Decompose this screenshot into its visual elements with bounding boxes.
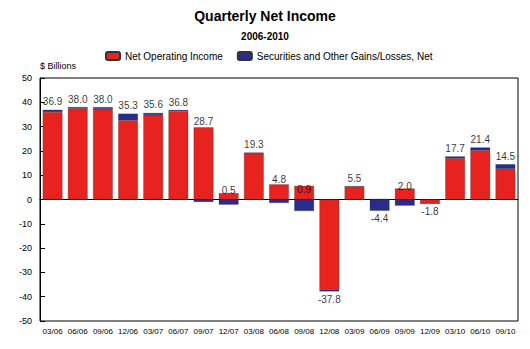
svg-text:-20: -20 bbox=[19, 243, 32, 253]
svg-text:06/07: 06/07 bbox=[168, 327, 189, 336]
svg-text:5.5: 5.5 bbox=[348, 173, 362, 184]
svg-text:19.3: 19.3 bbox=[244, 139, 264, 150]
svg-text:36.8: 36.8 bbox=[169, 97, 189, 108]
svg-text:40: 40 bbox=[22, 97, 32, 107]
svg-text:2006-2010: 2006-2010 bbox=[241, 31, 289, 42]
svg-text:03/10: 03/10 bbox=[445, 327, 466, 336]
svg-text:20: 20 bbox=[22, 146, 32, 156]
svg-text:12/06: 12/06 bbox=[118, 327, 139, 336]
svg-text:12/09: 12/09 bbox=[420, 327, 441, 336]
svg-text:06/09: 06/09 bbox=[370, 327, 391, 336]
svg-text:35.3: 35.3 bbox=[118, 100, 138, 111]
svg-text:03/09: 03/09 bbox=[344, 327, 365, 336]
svg-text:0.5: 0.5 bbox=[222, 185, 236, 196]
svg-text:12/07: 12/07 bbox=[219, 327, 240, 336]
svg-text:38.0: 38.0 bbox=[68, 94, 88, 105]
svg-text:2.0: 2.0 bbox=[398, 181, 412, 192]
svg-text:-4.4: -4.4 bbox=[371, 213, 389, 224]
svg-text:-37.8: -37.8 bbox=[318, 294, 341, 305]
svg-text:06/06: 06/06 bbox=[68, 327, 89, 336]
svg-text:03/07: 03/07 bbox=[143, 327, 164, 336]
svg-text:4.8: 4.8 bbox=[272, 174, 286, 185]
svg-text:03/06: 03/06 bbox=[43, 327, 64, 336]
svg-text:09/06: 09/06 bbox=[93, 327, 114, 336]
svg-text:17.7: 17.7 bbox=[445, 143, 465, 154]
svg-text:14.5: 14.5 bbox=[496, 151, 516, 162]
svg-text:09/09: 09/09 bbox=[395, 327, 416, 336]
svg-text:0: 0 bbox=[27, 195, 32, 205]
svg-text:$ Billions: $ Billions bbox=[40, 61, 77, 71]
svg-text:03/08: 03/08 bbox=[244, 327, 265, 336]
svg-text:21.4: 21.4 bbox=[471, 134, 491, 145]
svg-text:0.9: 0.9 bbox=[297, 184, 311, 195]
svg-text:50: 50 bbox=[22, 73, 32, 83]
svg-text:06/08: 06/08 bbox=[269, 327, 290, 336]
svg-text:38.0: 38.0 bbox=[93, 94, 113, 105]
svg-text:09/10: 09/10 bbox=[495, 327, 516, 336]
svg-text:28.7: 28.7 bbox=[194, 116, 214, 127]
svg-text:-1.8: -1.8 bbox=[421, 206, 439, 217]
svg-text:09/07: 09/07 bbox=[194, 327, 215, 336]
svg-text:Net Operating Income: Net Operating Income bbox=[125, 51, 223, 62]
svg-text:30: 30 bbox=[22, 122, 32, 132]
svg-text:35.6: 35.6 bbox=[143, 99, 163, 110]
svg-text:36.9: 36.9 bbox=[43, 96, 63, 107]
svg-text:-10: -10 bbox=[19, 219, 32, 229]
svg-text:-30: -30 bbox=[19, 267, 32, 277]
svg-text:Securities and Other Gains/Los: Securities and Other Gains/Losses, Net bbox=[257, 51, 433, 62]
svg-text:12/08: 12/08 bbox=[319, 327, 340, 336]
svg-text:09/08: 09/08 bbox=[294, 327, 315, 336]
svg-text:10: 10 bbox=[22, 170, 32, 180]
svg-text:06/10: 06/10 bbox=[470, 327, 491, 336]
svg-text:Quarterly Net Income: Quarterly Net Income bbox=[194, 8, 336, 24]
svg-text:-40: -40 bbox=[19, 292, 32, 302]
svg-text:-50: -50 bbox=[19, 316, 32, 326]
